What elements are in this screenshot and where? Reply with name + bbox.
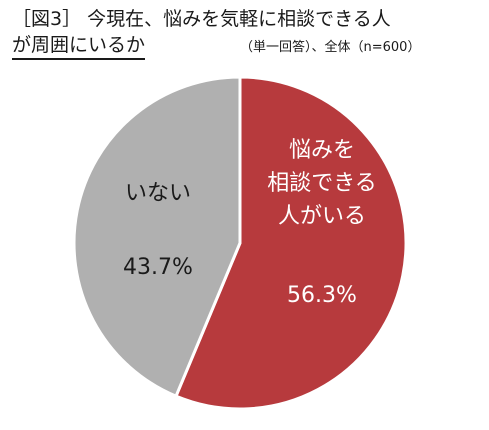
chart-title: ［図3］ 今現在、悩みを気軽に相談できる人 が周囲にいるか （単一回答）、全体（… [12,6,482,62]
chart-title-line-2: が周囲にいるか [12,32,146,60]
slice-value-label-1: 56.3% [287,283,357,308]
slice-value-label-2: 43.7% [123,255,193,280]
slice-category-label-2: いない [125,181,191,206]
pie-slice-1 [174,75,408,411]
chart-subtitle: （単一回答）、全体（n=600） [240,40,421,55]
slice-category-label-1: 悩みを相談できる人がいる [267,138,377,229]
chart-title-line-1: ［図3］ 今現在、悩みを気軽に相談できる人 [12,8,391,30]
pie-slice-2 [72,75,242,399]
